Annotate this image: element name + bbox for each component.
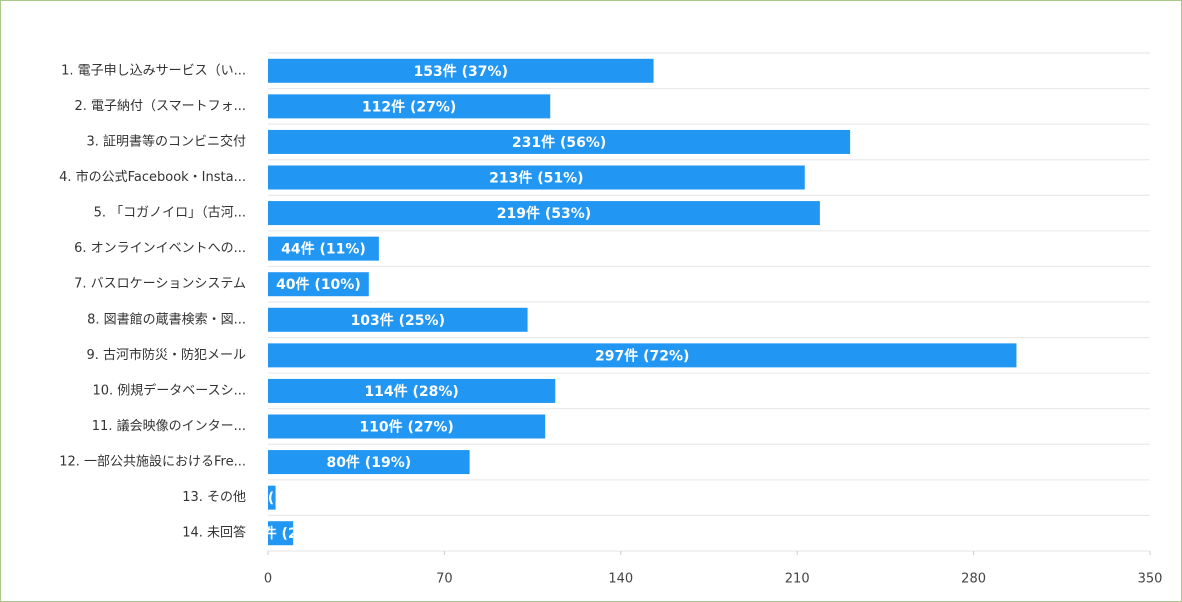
category-label: 9. 古河市防災・防犯メール [86,347,246,363]
bar [268,521,294,546]
bar [268,307,528,332]
category-label: 13. その他 [182,490,246,505]
x-tick-label: 210 [785,572,810,587]
bar [268,450,470,475]
value-label: 40件 (10%) [276,276,361,293]
category-label: 6. オンラインイベントへの... [74,241,246,256]
x-tick-label: 70 [436,572,453,587]
value-label: 44件 (11%) [281,241,366,258]
value-label: 110件 (27%) [359,419,453,436]
bar [268,272,369,297]
category-label: 8. 図書館の蔵書検索・図... [87,312,246,327]
category-label: 4. 市の公式Facebook・Insta... [59,169,246,185]
bar [268,201,820,226]
bar [268,414,546,439]
category-label: 3. 証明書等のコンビニ交付 [86,133,246,149]
bar [268,129,851,154]
category-label: 10. 例規データベースシ... [92,382,246,398]
bar [268,165,805,190]
value-label: 103件 (25%) [351,312,445,329]
bar [268,378,556,403]
x-tick-label: 280 [961,572,986,587]
bar [268,94,551,119]
value-label: 231件 (56%) [512,134,606,151]
category-label: 2. 電子納付（スマートフォ... [74,99,246,114]
category-label: 7. バスロケーションシステム [74,277,246,292]
category-label: 1. 電子申し込みサービス（い... [61,63,246,78]
value-label: 3件 (1%) [239,490,304,507]
value-label: 80件 (19%) [326,454,411,471]
category-label: 14. 未回答 [182,525,246,541]
category-label: 12. 一部公共施設におけるFre... [59,454,246,470]
bar [268,343,1017,368]
value-label: 219件 (53%) [497,205,591,222]
category-label: 11. 議会映像のインター... [92,419,246,434]
value-label: 112件 (27%) [362,98,456,115]
bar [268,58,654,83]
value-label: 153件 (37%) [414,63,508,80]
value-label: 213件 (51%) [489,170,583,187]
bar [268,485,276,510]
value-label: 114件 (28%) [364,383,458,400]
value-label: 10件 (2%) [243,525,318,542]
x-tick-label: 350 [1138,572,1163,587]
category-label: 5. 「コガノイロ」（古河... [94,206,246,221]
x-tick-label: 140 [608,572,633,587]
value-label: 297件 (72%) [595,347,689,364]
bar [268,236,379,261]
x-tick-label: 0 [264,572,272,587]
